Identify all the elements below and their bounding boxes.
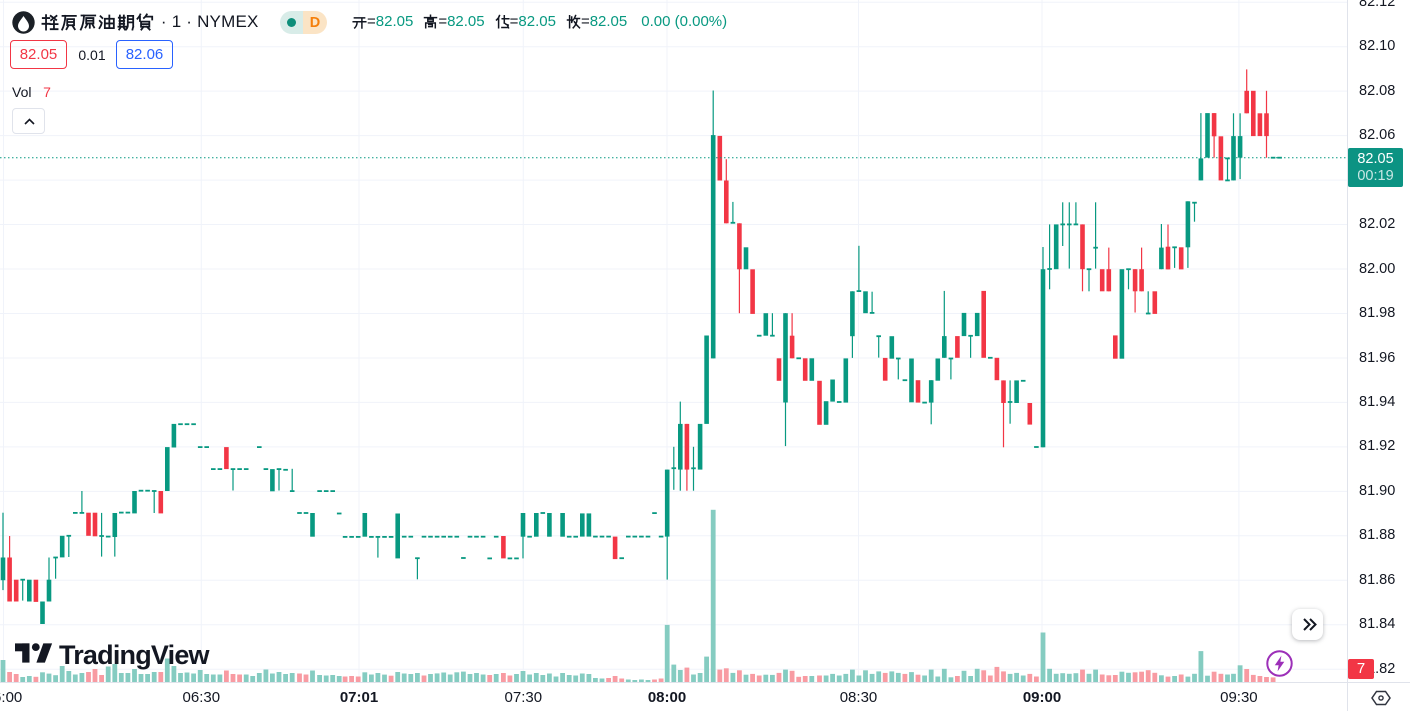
svg-text:TradingView: TradingView xyxy=(59,640,211,670)
